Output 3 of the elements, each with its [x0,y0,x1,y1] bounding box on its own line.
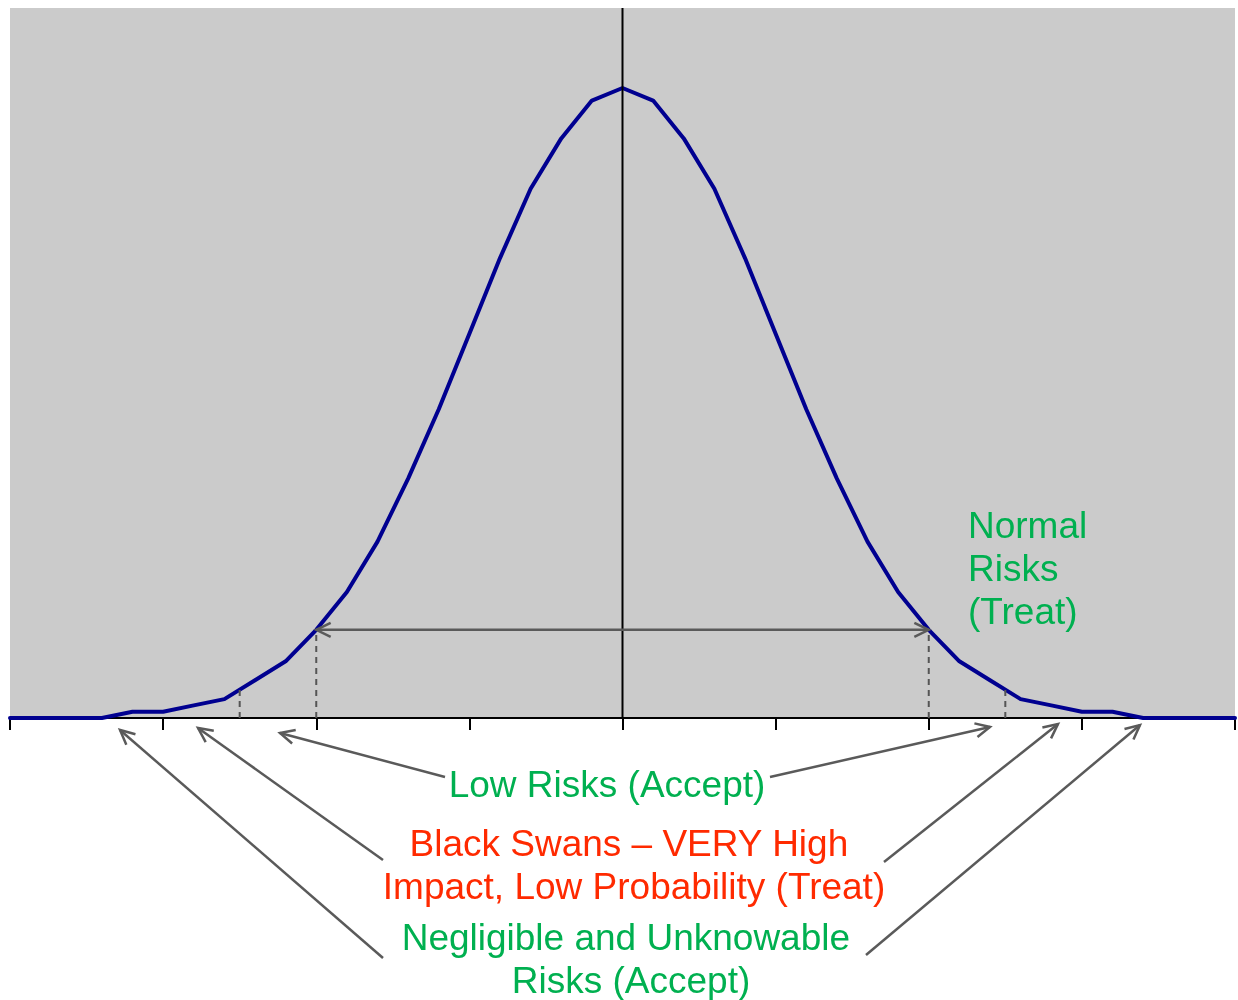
annotation: Normal Risks (Treat) [968,505,1098,632]
text: Black Swans – VERY High Impact, Low Probability (Treat) [382,823,886,907]
text: Low Risks (Accept) [448,764,766,805]
